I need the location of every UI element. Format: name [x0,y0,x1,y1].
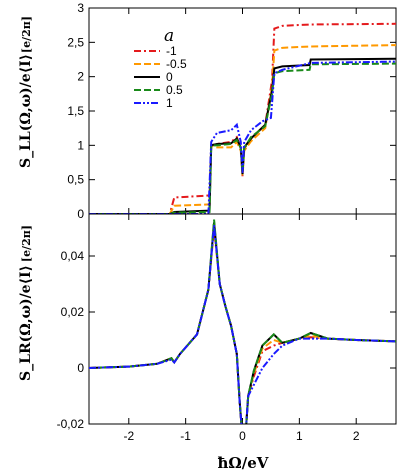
x-tick-label: -2 [123,429,134,443]
legend-label: 0 [166,70,173,84]
y-tick-label: 1,5 [67,104,84,118]
y-tick-label: 0 [77,361,84,375]
series-line--0.5 [89,225,396,424]
series-line--1 [89,227,396,424]
legend: a -1-0.500.51 [134,26,187,110]
legend-title: a [164,26,174,46]
series-line-0 [89,222,396,424]
x-tick-label: -1 [180,429,191,443]
top-unit-text: [e/2π] [20,16,33,53]
top-x-ticks [128,8,357,214]
series-line-0.5 [89,219,396,424]
x-tick-label: 0 [239,429,246,443]
bottom-plot-frame [88,213,397,425]
bottom-unit-label: [e/2π] [20,225,33,262]
x-tick-label: 2 [353,429,360,443]
series-line-1 [89,60,396,214]
top-ylabel-text: S_LL(Ω,ω)/e⟨I⟩ [18,54,34,168]
y-tick-label: 0,02 [61,305,85,319]
series-line--0.5 [89,44,396,214]
legend-label: 0.5 [166,83,183,97]
y-tick-label: 0,04 [61,249,85,263]
legend-label: -1 [166,44,177,58]
y-tick-label: 3 [77,1,84,15]
top-plot-frame [88,7,397,215]
bottom-y-ticks: -0,02 0 0,02 0,04 [57,249,396,431]
y-tick-label: 1 [77,138,84,152]
bottom-unit-text: [e/2π] [20,225,33,262]
y-tick-label: 0 [77,207,84,221]
bottom-panel: -0,02 0 0,02 0,04 -2 -1 0 1 2 [57,213,397,443]
x-axis-label: ħΩ/eV [218,454,269,472]
bottom-y-axis-label: S_LR(Ω,ω)/e⟨I⟩ [18,265,34,381]
bottom-ylabel-text: S_LR(Ω,ω)/e⟨I⟩ [18,265,34,381]
y-tick-label: 0,5 [67,173,84,187]
legend-label: -0.5 [166,57,187,71]
series-line--1 [89,22,396,214]
y-tick-label: 2,5 [67,35,84,49]
y-tick-label: 2 [77,70,84,84]
legend-label: 1 [166,96,173,110]
top-y-axis-label: S_LL(Ω,ω)/e⟨I⟩ [18,54,34,168]
top-y-ticks: 0 0,5 1 1,5 2 2,5 3 [67,1,396,221]
x-tick-label: 1 [296,429,303,443]
top-panel: 0 0,5 1 1,5 2 2,5 3 [67,1,397,221]
bottom-series [89,219,396,424]
y-tick-label: -0,02 [57,417,85,431]
series-line-0.5 [89,62,396,214]
series-line-0 [89,57,396,214]
top-unit-label: [e/2π] [20,16,33,53]
top-series [89,22,396,214]
bottom-x-ticks: -2 -1 0 1 2 [123,214,360,443]
series-line-1 [89,225,396,424]
